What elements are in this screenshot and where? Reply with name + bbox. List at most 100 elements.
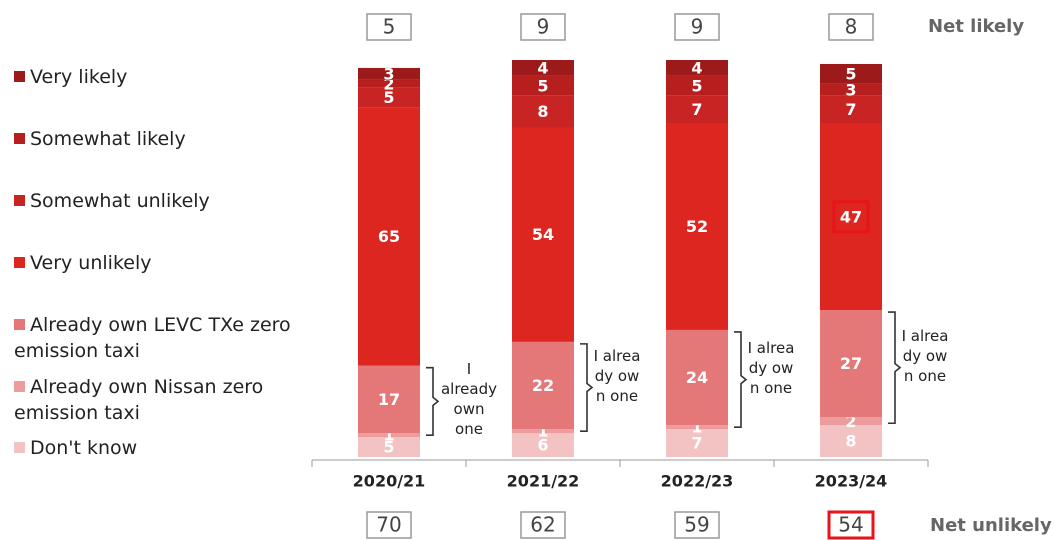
bracket [734, 331, 748, 429]
value-label: 2 [383, 74, 394, 93]
value-label: 7 [691, 100, 702, 119]
legend-item: Don't know [14, 435, 304, 461]
annotation: I already own one [593, 346, 641, 405]
legend-swatch [14, 195, 25, 206]
bar-segment [358, 365, 420, 434]
annotation: I already own one [747, 338, 795, 397]
bar-segment [512, 341, 574, 430]
bar-segment [820, 63, 882, 84]
value-label: 8 [537, 102, 548, 121]
value-label: 4 [537, 58, 548, 77]
legend-swatch [14, 381, 25, 392]
bar-segment [666, 95, 728, 124]
legend-label: Somewhat likely [30, 128, 186, 150]
value-label: 1 [691, 418, 702, 437]
legend-label: Already own LEVC TXe zero emission taxi [14, 314, 291, 362]
legend-label: Don't know [30, 437, 138, 459]
value-label: 5 [537, 76, 548, 95]
net-likely-value: 5 [383, 15, 396, 39]
net-unlikely-label: Net unlikely [930, 515, 1052, 536]
value-label: 4 [691, 58, 702, 77]
legend-label: Very unlikely [30, 252, 152, 274]
bar-segment [666, 60, 728, 76]
net-unlikely-box [827, 510, 875, 540]
bracket [426, 366, 440, 436]
legend-swatch [14, 257, 25, 268]
legend-item: Already own Nissan zero emission taxi [14, 374, 304, 426]
legend-swatch [14, 319, 25, 330]
value-label: 47 [840, 207, 862, 226]
value-label: 52 [686, 217, 708, 236]
bar-segment [512, 127, 574, 342]
legend-swatch [14, 71, 25, 82]
net-unlikely-box [520, 511, 566, 539]
legend-label: Already own Nissan zero emission taxi [14, 376, 264, 424]
value-label: 5 [845, 64, 856, 83]
bar-segment [820, 310, 882, 418]
value-label: 1 [537, 422, 548, 441]
value-label: 5 [383, 88, 394, 107]
value-label: 7 [845, 100, 856, 119]
net-likely-box [520, 13, 566, 41]
bracket [888, 311, 902, 425]
legend-item: Very unlikely [14, 250, 304, 276]
bar-segment [666, 123, 728, 330]
value-label: 24 [686, 368, 708, 387]
net-likely-box [674, 13, 720, 41]
bar-segment [512, 433, 574, 457]
bar-segment [358, 437, 420, 457]
bar-segment [666, 329, 728, 426]
bar-segment [358, 433, 420, 438]
net-unlikely-value: 54 [838, 513, 863, 537]
bar-segment [820, 83, 882, 96]
bar-segment [358, 87, 420, 108]
value-label: 1 [383, 426, 394, 445]
net-unlikely-box [366, 511, 412, 539]
bar-segment [820, 417, 882, 426]
net-likely-box [828, 13, 874, 41]
value-label: 5 [383, 438, 394, 457]
net-unlikely-value: 59 [684, 513, 709, 537]
value-label: 7 [691, 434, 702, 453]
legend-swatch [14, 133, 25, 144]
bar-segment [666, 425, 728, 430]
net-unlikely-box [674, 511, 720, 539]
value-label: 65 [378, 227, 400, 246]
legend-item: Already own LEVC TXe zero emission taxi [14, 312, 304, 364]
x-tick-label: 2023/24 [815, 472, 888, 491]
bar-segment [820, 95, 882, 124]
value-label: 27 [840, 354, 862, 373]
highlight-box [832, 200, 870, 234]
legend-item: Somewhat unlikely [14, 188, 304, 214]
net-likely-value: 9 [691, 15, 704, 39]
net-unlikely-value: 62 [530, 513, 555, 537]
bar-segment [820, 123, 882, 311]
legend-label: Very likely [30, 66, 128, 88]
bar-segment [512, 429, 574, 434]
bar-segment [666, 429, 728, 457]
bar-segment [820, 425, 882, 457]
bar-segment [512, 60, 574, 76]
legend-item: Very likely [14, 64, 304, 90]
value-label: 3 [383, 64, 394, 83]
annotation: I already own one [440, 360, 497, 439]
bar-segment [512, 95, 574, 128]
value-label: 17 [378, 390, 400, 409]
net-likely-value: 8 [845, 15, 858, 39]
x-tick-label: 2022/23 [661, 472, 734, 491]
net-unlikely-value: 70 [376, 513, 401, 537]
x-tick-label: 2020/21 [353, 472, 426, 491]
legend-item: Somewhat likely [14, 126, 304, 152]
bar-segment [358, 67, 420, 80]
value-label: 54 [532, 225, 554, 244]
value-label: 2 [845, 412, 856, 431]
bar-segment [512, 75, 574, 96]
value-label: 6 [537, 436, 548, 455]
net-likely-box [366, 13, 412, 41]
bar-segment [358, 107, 420, 366]
x-tick-label: 2021/22 [507, 472, 580, 491]
bracket [580, 343, 594, 432]
value-label: 3 [845, 80, 856, 99]
